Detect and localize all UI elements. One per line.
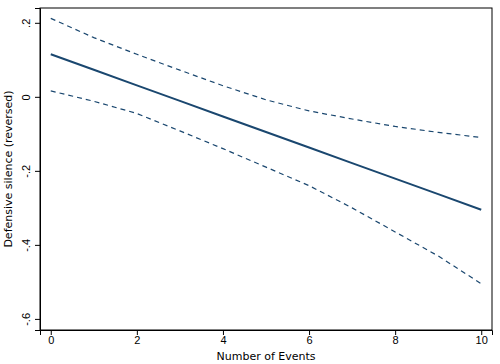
y-tick-label: .2 — [20, 19, 32, 28]
y-tick-mark — [35, 245, 40, 246]
chart: 0 2 4 6 8 10 .2 0 -.2 -.4 -.6 Number of Events Defen… — [0, 0, 500, 364]
estimate-line — [51, 54, 481, 209]
y-tick-mark — [35, 97, 40, 98]
x-tick: 2 — [134, 330, 140, 346]
x-axis: 0 2 4 6 8 10 — [41, 330, 493, 346]
y-tick: -.6 — [20, 313, 40, 326]
series-group — [51, 18, 481, 283]
plot-frame — [40, 8, 492, 330]
y-axis: .2 0 -.2 -.4 -.6 — [20, 9, 41, 331]
y-tick-mark — [35, 171, 40, 172]
plot: 0 2 4 6 8 10 .2 0 -.2 -.4 -.6 — [20, 8, 493, 346]
x-tick-label: 6 — [306, 334, 312, 346]
y-tick-label: 0 — [20, 94, 32, 100]
y-tick-mark — [35, 319, 40, 320]
x-tick: 8 — [393, 330, 399, 346]
y-tick: -.4 — [20, 239, 40, 252]
x-tick: 4 — [220, 330, 226, 346]
x-tick-label: 8 — [393, 334, 399, 346]
y-axis-line — [35, 9, 41, 331]
x-axis-title: Number of Events — [216, 350, 315, 363]
x-tick-label: 10 — [476, 334, 488, 346]
x-tick-label: 2 — [134, 334, 140, 346]
x-tick: 10 — [476, 330, 488, 346]
y-tick-mark — [35, 23, 40, 24]
x-tick-label: 0 — [48, 334, 54, 346]
ci-line — [51, 18, 481, 137]
x-tick: 0 — [48, 330, 54, 346]
x-tick: 6 — [306, 330, 312, 346]
y-tick: .2 — [20, 19, 40, 28]
ci-line — [51, 91, 481, 284]
y-tick-label: -.6 — [20, 313, 32, 326]
y-tick: -.2 — [20, 165, 40, 178]
x-axis-line — [41, 331, 493, 336]
y-axis-title: Defensive silence (reversed) — [2, 90, 15, 247]
y-tick-label: -.4 — [20, 239, 32, 252]
y-tick: 0 — [20, 94, 40, 100]
y-tick-label: -.2 — [20, 165, 32, 178]
x-tick-label: 4 — [220, 334, 226, 346]
